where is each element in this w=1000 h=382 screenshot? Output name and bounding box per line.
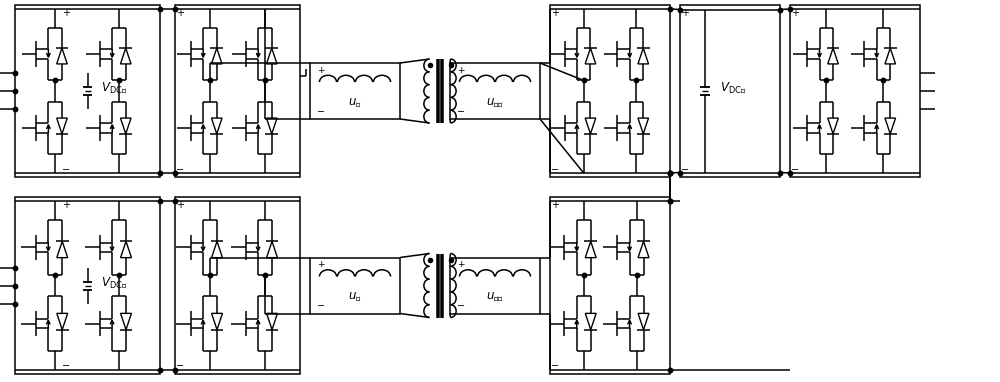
Text: +: + xyxy=(457,66,465,75)
Bar xyxy=(310,63,400,119)
Text: −: − xyxy=(681,165,689,175)
Text: +: + xyxy=(681,8,689,18)
Bar xyxy=(550,197,670,374)
Text: −: − xyxy=(457,301,465,311)
Bar xyxy=(15,5,160,177)
Text: +: + xyxy=(457,260,465,269)
Text: −: − xyxy=(317,301,325,311)
Bar xyxy=(450,257,540,314)
Text: +: + xyxy=(317,260,325,269)
Text: −: − xyxy=(176,361,184,372)
Text: +: + xyxy=(551,8,559,18)
Bar xyxy=(790,5,920,177)
Text: −: − xyxy=(551,361,559,372)
Bar xyxy=(15,197,160,374)
Text: −: − xyxy=(62,361,70,372)
Text: −: − xyxy=(62,165,70,175)
Text: −: − xyxy=(457,107,465,117)
Bar xyxy=(680,5,780,177)
Text: $u_{\rm 丙甲}$: $u_{\rm 丙甲}$ xyxy=(486,96,504,109)
Text: −: − xyxy=(176,165,184,175)
Bar xyxy=(550,5,670,177)
Text: $u_{\rm 丙乙}$: $u_{\rm 丙乙}$ xyxy=(486,290,504,303)
Bar xyxy=(310,257,400,314)
Text: $V_{\rm DC甲}$: $V_{\rm DC甲}$ xyxy=(101,81,127,96)
Text: +: + xyxy=(176,8,184,18)
Text: +: + xyxy=(317,66,325,75)
Text: +: + xyxy=(62,199,70,209)
Text: $u_{\rm 乙}$: $u_{\rm 乙}$ xyxy=(348,290,362,303)
Text: −: − xyxy=(551,165,559,175)
Text: +: + xyxy=(551,199,559,209)
Bar xyxy=(175,197,300,374)
Text: +: + xyxy=(62,8,70,18)
Text: −: − xyxy=(791,165,799,175)
Text: $V_{\rm DC乙}$: $V_{\rm DC乙}$ xyxy=(101,275,127,290)
Text: +: + xyxy=(176,199,184,209)
Text: $u_{\rm 甲}$: $u_{\rm 甲}$ xyxy=(348,96,362,109)
Text: +: + xyxy=(791,8,799,18)
Bar xyxy=(175,5,300,177)
Text: −: − xyxy=(317,107,325,117)
Bar xyxy=(450,63,540,119)
Text: $V_{\rm DC丙}$: $V_{\rm DC丙}$ xyxy=(720,81,746,96)
